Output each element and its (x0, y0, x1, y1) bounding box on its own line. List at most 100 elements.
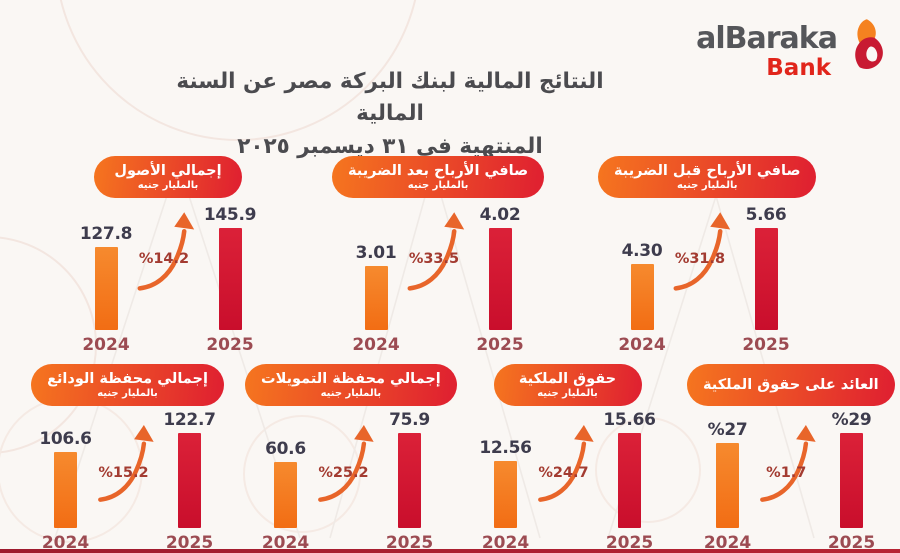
logo-text: alBaraka Bank (696, 21, 838, 81)
bar-plot: 12.56 2024 %24.7 15.66 2025 (465, 410, 670, 553)
logo-brand-text: alBaraka (696, 21, 838, 56)
bar-2024 (94, 247, 118, 330)
column-2025: 75.9 2025 (374, 410, 446, 553)
value-label-2025: 75.9 (389, 410, 430, 430)
bar-2024 (54, 452, 77, 528)
logo-bank-text: Bank (766, 55, 831, 81)
growth-arrow-icon (407, 212, 465, 291)
column-2024: %27 2024 (692, 420, 764, 553)
albaraka-logo: alBaraka Bank (696, 14, 888, 80)
bar-plot: 106.6 2024 %15.2 122.7 2025 (25, 410, 230, 553)
column-2025: 4.02 2025 (464, 205, 536, 355)
growth-arrow-icon (673, 212, 731, 291)
chart-total-assets: إجمالي الأصول بالمليار جنيه 127.8 2024 %… (62, 156, 274, 355)
bar-2024 (364, 266, 388, 330)
chart-financing-portfolio: إجمالي محفظة التمويلات بالمليار جنيه 60.… (245, 364, 457, 553)
page-title-line1: النتائج المالية لبنك البركة مصر عن السنة… (176, 69, 604, 127)
chart-title: إجمالي الأصول (114, 162, 222, 179)
chart-equity: حقوق الملكية بالمليار جنيه 12.56 2024 %2… (465, 364, 670, 553)
growth-zone: %15.2 (97, 413, 154, 553)
chart-title-pill: صافي الأرباح بعد الضريبة بالمليار جنيه (332, 156, 545, 198)
bar-plot: 3.01 2024 %33.5 4.02 2025 (332, 205, 544, 355)
bar-2025 (488, 228, 512, 330)
value-label-2024: %27 (707, 420, 748, 440)
column-2025: %29 2025 (816, 410, 888, 553)
growth-percent-label: %14.2 (138, 251, 190, 267)
chart-unit: بالمليار جنيه (320, 387, 382, 399)
growth-arrow-icon (137, 212, 195, 291)
bar-plot: 60.6 2024 %25.2 75.9 2025 (245, 410, 450, 553)
value-label-2024: 3.01 (355, 243, 397, 263)
growth-percent-label: %24.7 (538, 465, 589, 481)
growth-zone: %24.7 (537, 413, 594, 553)
value-label-2024: 4.30 (621, 241, 663, 261)
year-label-2024: 2024 (618, 335, 666, 355)
bar-plot: %27 2024 %1.7 %29 2025 (687, 410, 892, 553)
value-label-2025: 4.02 (479, 205, 521, 225)
year-label-2024: 2024 (41, 533, 90, 553)
bar-plot: 4.30 2024 %31.8 5.66 2025 (598, 205, 810, 355)
chart-title: إجمالي محفظة الودائع (47, 370, 208, 387)
chart-title: العائد على حقوق الملكية (703, 376, 879, 393)
bar-2025 (218, 228, 242, 330)
value-label-2025: 15.66 (603, 410, 656, 430)
chart-unit: بالمليار جنيه (407, 179, 469, 191)
year-label-2024: 2024 (481, 533, 530, 553)
column-2025: 122.7 2025 (154, 410, 226, 553)
page-title-line2: المنتهية في ٣١ ديسمبر ٢٠٢٥ (237, 133, 543, 159)
value-label-2025: 122.7 (163, 410, 216, 430)
growth-percent-label: %31.8 (674, 251, 726, 267)
column-2024: 60.6 2024 (250, 439, 322, 553)
year-label-2024: 2024 (82, 335, 130, 355)
growth-zone: %14.2 (137, 205, 195, 355)
growth-arrow-icon (317, 425, 374, 502)
column-2024: 12.56 2024 (470, 438, 542, 553)
chart-net-profit-before-tax: صافي الأرباح قبل الضريبة بالمليار جنيه 4… (598, 156, 817, 355)
year-label-2025: 2025 (742, 335, 790, 355)
value-label-2024: 60.6 (265, 439, 306, 459)
growth-percent-label: %33.5 (408, 251, 460, 267)
chart-title-pill: إجمالي محفظة التمويلات بالمليار جنيه (245, 364, 457, 406)
chart-title: صافي الأرباح بعد الضريبة (348, 162, 529, 179)
chart-title: إجمالي محفظة التمويلات (261, 370, 441, 387)
growth-percent-label: %1.7 (766, 465, 807, 481)
bar-2024 (274, 462, 297, 528)
bar-2024 (630, 264, 654, 330)
chart-unit: بالمليار جنيه (676, 179, 738, 191)
growth-zone: %1.7 (759, 413, 816, 553)
growth-percent-label: %25.2 (318, 465, 369, 481)
growth-zone: %31.8 (673, 205, 731, 355)
footer-accent-line (0, 549, 900, 553)
chart-title-pill: العائد على حقوق الملكية (687, 364, 895, 406)
bar-plot: 127.8 2024 %14.2 145.9 2025 (62, 205, 274, 355)
growth-zone: %25.2 (317, 413, 374, 553)
value-label-2025: 145.9 (203, 205, 257, 225)
year-label-2024: 2024 (261, 533, 310, 553)
column-2024: 4.30 2024 (606, 241, 678, 355)
albaraka-flame-icon (855, 19, 883, 70)
chart-title-pill: صافي الأرباح قبل الضريبة بالمليار جنيه (598, 156, 817, 198)
year-label-2025: 2025 (385, 533, 434, 553)
growth-zone: %33.5 (407, 205, 465, 355)
column-2025: 15.66 2025 (594, 410, 666, 553)
growth-arrow-icon (97, 425, 154, 502)
column-2024: 106.6 2024 (30, 429, 102, 553)
chart-title-pill: إجمالي الأصول بالمليار جنيه (94, 156, 242, 198)
bar-2025 (754, 228, 778, 330)
chart-net-profit-after-tax: صافي الأرباح بعد الضريبة بالمليار جنيه 3… (332, 156, 545, 355)
year-label-2024: 2024 (703, 533, 752, 553)
bar-2025 (840, 433, 863, 528)
year-label-2025: 2025 (827, 533, 876, 553)
value-label-2024: 12.56 (479, 438, 532, 458)
value-label-2025: 5.66 (745, 205, 787, 225)
column-2025: 5.66 2025 (730, 205, 802, 355)
value-label-2025: %29 (831, 410, 872, 430)
year-label-2025: 2025 (206, 335, 254, 355)
value-label-2024: 127.8 (79, 224, 133, 244)
value-label-2024: 106.6 (39, 429, 92, 449)
bar-2024 (494, 461, 517, 528)
year-label-2025: 2025 (605, 533, 654, 553)
chart-unit: بالمليار جنيه (537, 387, 598, 399)
column-2025: 145.9 2025 (194, 205, 266, 355)
chart-deposits-portfolio: إجمالي محفظة الودائع بالمليار جنيه 106.6… (25, 364, 230, 553)
